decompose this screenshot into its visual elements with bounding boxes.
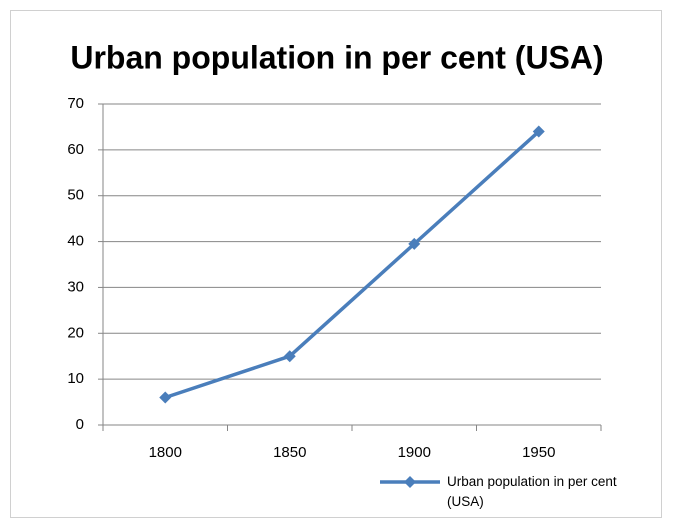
x-tick-label: 1800: [149, 444, 182, 461]
chart-border: [10, 10, 662, 518]
marker: [532, 125, 545, 138]
y-tick-label: 40: [67, 233, 84, 250]
legend-marker: [404, 476, 416, 488]
x-tick-label: 1900: [398, 444, 431, 461]
y-tick-label: 20: [67, 324, 84, 341]
marker: [159, 391, 172, 404]
x-tick-label: 1950: [522, 444, 555, 461]
chart-title: Urban population in per cent (USA): [70, 39, 603, 75]
y-tick-label: 10: [67, 370, 84, 387]
x-tick-label: 1850: [273, 444, 306, 461]
y-tick-label: 70: [67, 95, 84, 112]
line: [164, 130, 540, 400]
y-tick-label: 30: [67, 278, 84, 295]
y-tick-label: 50: [67, 187, 84, 204]
y-tick-label: 60: [67, 141, 84, 158]
marker: [408, 237, 421, 250]
y-tick-label: 0: [76, 416, 84, 433]
legend-label: Urban population in per cent (USA): [447, 474, 617, 509]
marker: [283, 350, 296, 363]
